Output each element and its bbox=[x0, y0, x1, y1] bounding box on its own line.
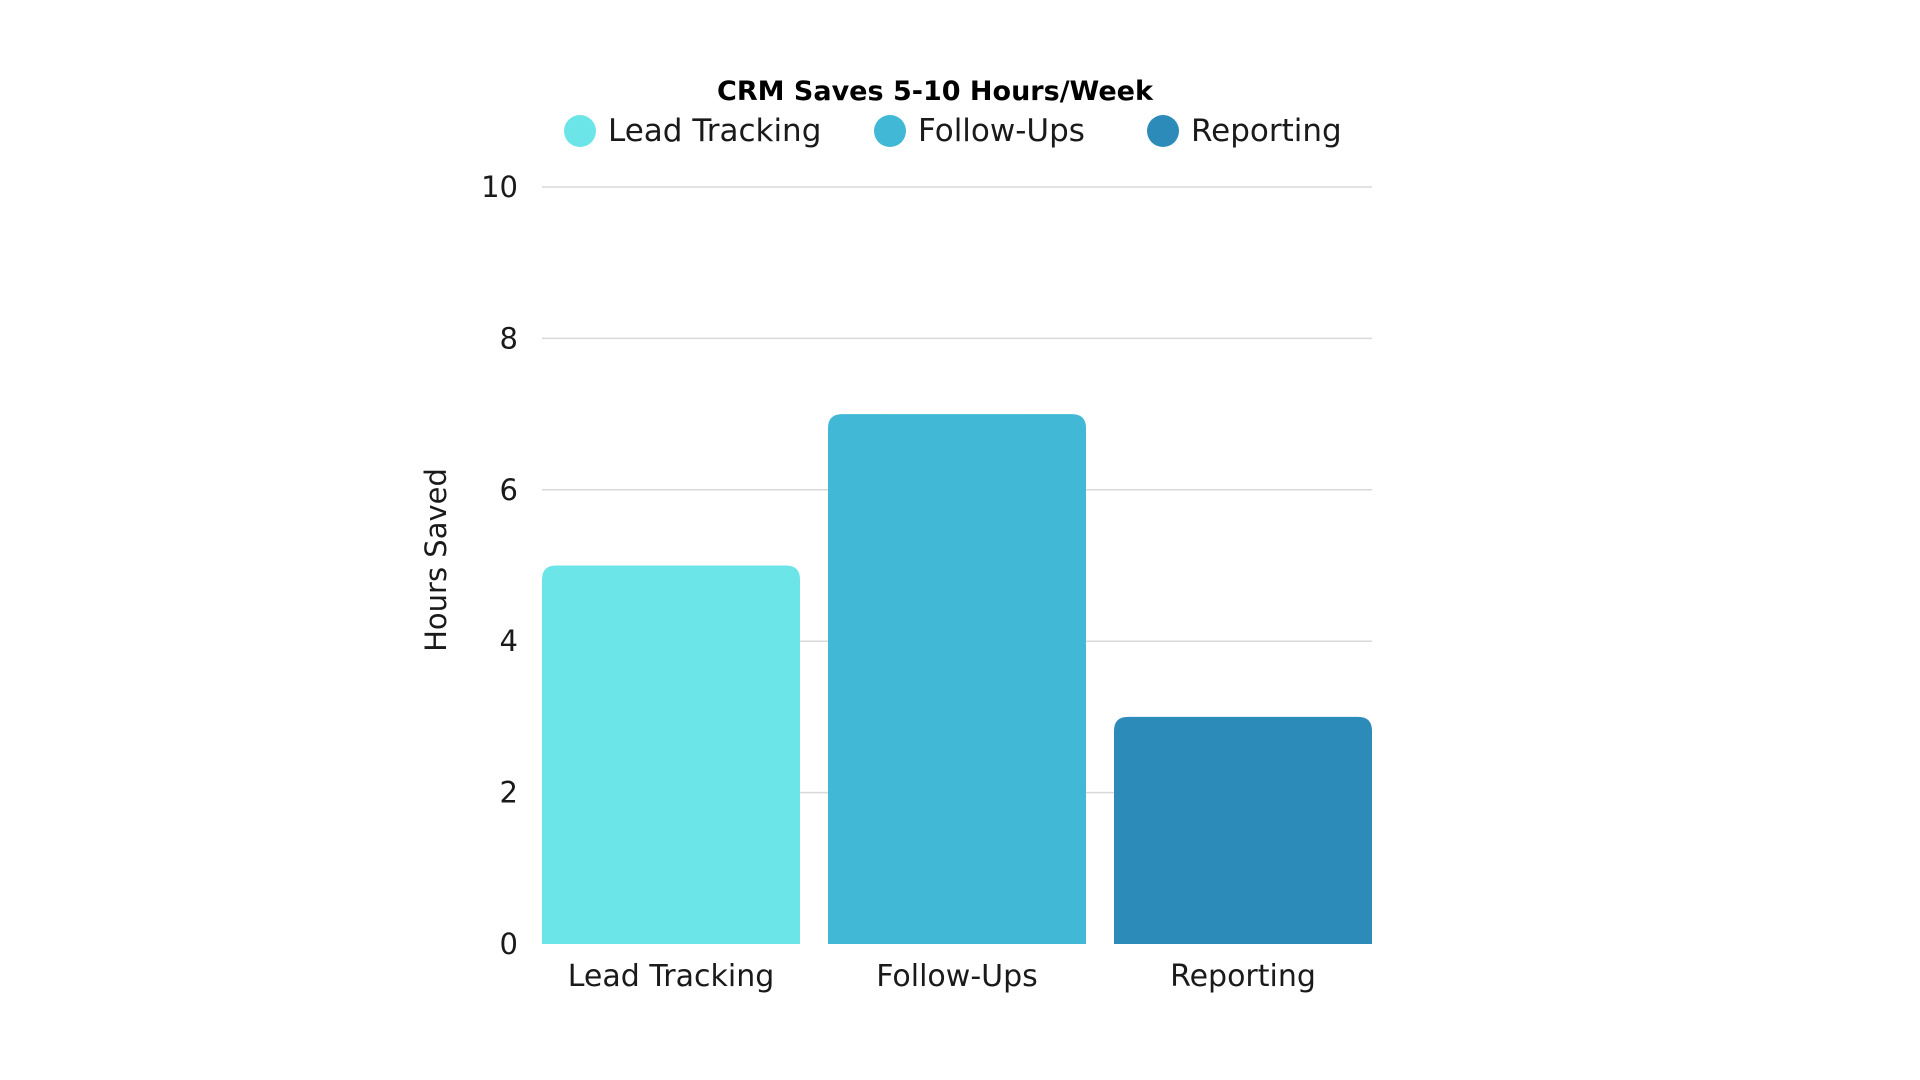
legend-item-reporting: Reporting bbox=[1147, 113, 1342, 149]
bar-lead-tracking bbox=[542, 565, 800, 944]
legend-label: Follow-Ups bbox=[918, 113, 1085, 149]
y-tick-label: 2 bbox=[500, 776, 518, 810]
bar-follow-ups bbox=[828, 414, 1086, 945]
y-tick-label: 0 bbox=[500, 927, 518, 961]
legend: Lead Tracking Follow-Ups Reporting bbox=[564, 113, 1342, 149]
legend-swatch bbox=[1147, 115, 1179, 147]
legend-label: Lead Tracking bbox=[608, 113, 821, 149]
legend-swatch bbox=[874, 115, 906, 147]
legend-swatch bbox=[564, 115, 596, 147]
y-tick-label: 6 bbox=[500, 473, 518, 507]
x-tick-label: Follow-Ups bbox=[876, 959, 1038, 994]
bar-reporting bbox=[1114, 716, 1372, 944]
y-tick-label: 8 bbox=[500, 321, 518, 355]
legend-item-lead-tracking: Lead Tracking bbox=[564, 113, 821, 149]
y-axis-label: Hours Saved bbox=[419, 468, 453, 652]
y-axis-ticks: 0 2 4 6 8 10 bbox=[481, 170, 518, 961]
y-tick-label: 10 bbox=[481, 170, 518, 204]
chart-title: CRM Saves 5-10 Hours/Week bbox=[717, 76, 1154, 107]
bars bbox=[542, 414, 1372, 945]
legend-label: Reporting bbox=[1191, 113, 1342, 149]
x-tick-label: Reporting bbox=[1170, 959, 1316, 994]
legend-item-follow-ups: Follow-Ups bbox=[874, 113, 1085, 149]
x-axis-labels: Lead Tracking Follow-Ups Reporting bbox=[568, 959, 1316, 994]
y-tick-label: 4 bbox=[500, 624, 518, 658]
x-tick-label: Lead Tracking bbox=[568, 959, 775, 994]
